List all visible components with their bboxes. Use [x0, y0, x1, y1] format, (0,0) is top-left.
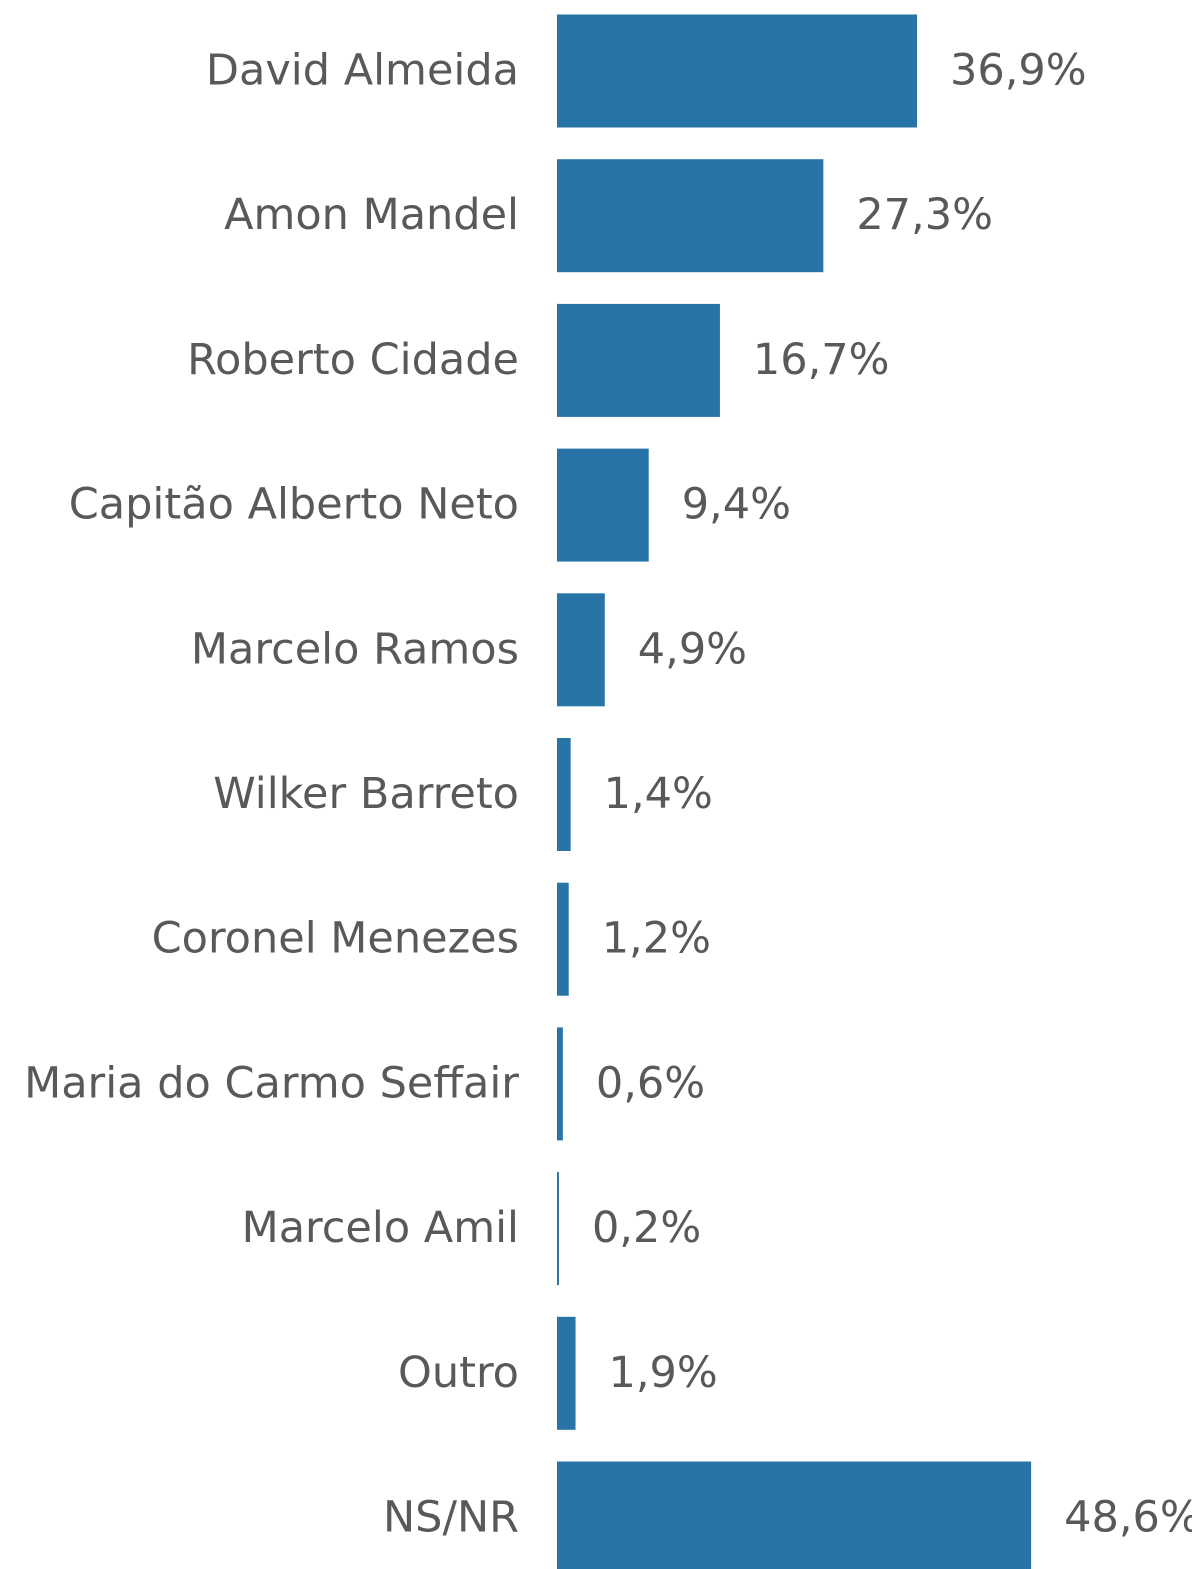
category-label: Amon Mandel — [224, 190, 519, 240]
value-label: 1,9% — [609, 1348, 718, 1398]
category-label: Maria do Carmo Seffair — [24, 1058, 519, 1108]
bar — [557, 593, 605, 707]
bar — [557, 303, 720, 417]
category-label: Coronel Menezes — [152, 914, 519, 964]
value-label: 4,9% — [638, 624, 747, 674]
category-label: Marcelo Ramos — [191, 624, 519, 674]
bar — [557, 738, 571, 851]
value-label: 0,6% — [596, 1058, 705, 1108]
value-label: 36,9% — [950, 46, 1087, 96]
bar — [557, 882, 569, 996]
bar — [557, 159, 824, 273]
bar — [557, 1461, 1032, 1569]
category-label: Marcelo Amil — [242, 1203, 519, 1253]
bar — [557, 1172, 559, 1286]
category-label: Wilker Barreto — [213, 769, 519, 819]
value-label: 48,6% — [1064, 1493, 1192, 1543]
bar — [557, 448, 649, 562]
bar — [557, 1027, 563, 1141]
bar — [557, 1316, 576, 1430]
value-label: 1,2% — [602, 914, 711, 964]
value-label: 16,7% — [753, 335, 890, 385]
category-label: Roberto Cidade — [187, 335, 519, 385]
value-label: 9,4% — [682, 480, 791, 530]
value-label: 1,4% — [604, 769, 713, 819]
category-label: Capitão Alberto Neto — [69, 480, 519, 530]
value-label: 27,3% — [856, 190, 993, 240]
category-label: Outro — [398, 1348, 519, 1398]
value-label: 0,2% — [592, 1203, 701, 1253]
bar — [557, 14, 917, 128]
category-label: David Almeida — [206, 46, 519, 96]
category-label: NS/NR — [383, 1493, 519, 1543]
